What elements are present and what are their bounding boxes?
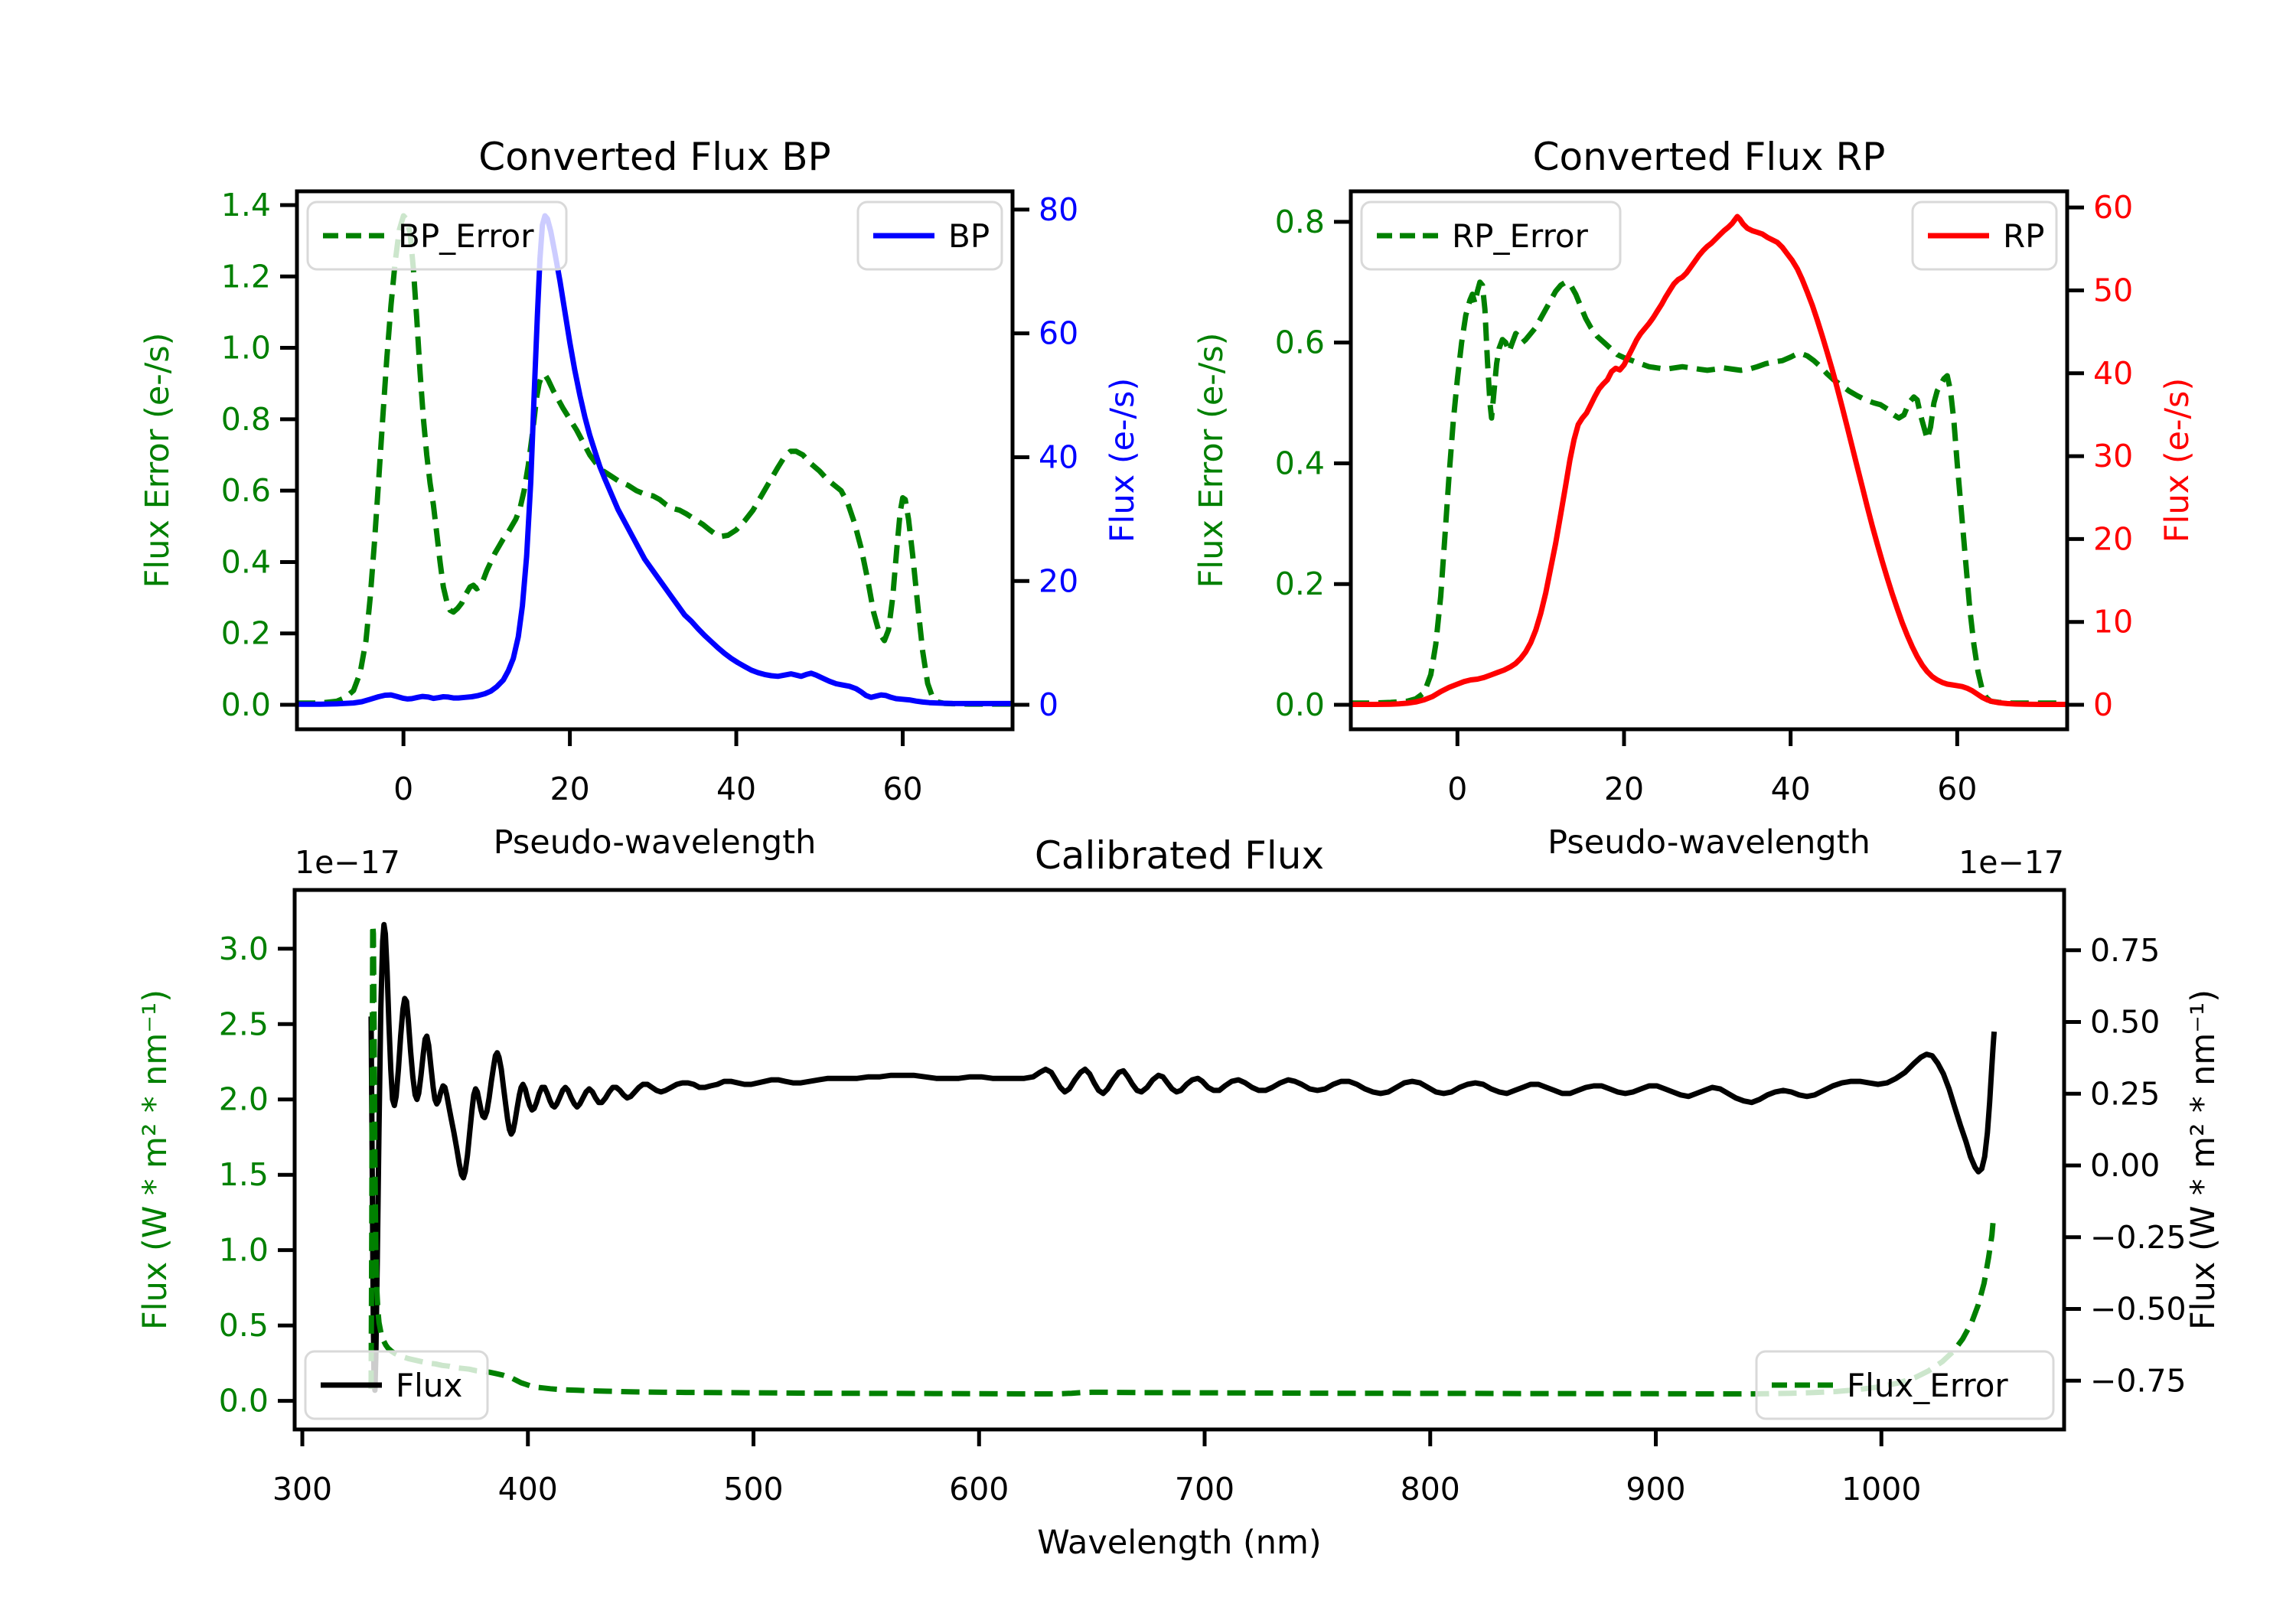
x-tick-label: 400 bbox=[498, 1471, 558, 1508]
y-tick-label-right: 20 bbox=[1039, 562, 1078, 599]
y-tick-label-right: 30 bbox=[2093, 438, 2133, 474]
x-axis-label: Wavelength (nm) bbox=[1037, 1524, 1321, 1562]
axes-spines bbox=[295, 189, 1015, 732]
x-tick-label: 40 bbox=[716, 771, 756, 807]
x-tick-label: 40 bbox=[1771, 771, 1811, 807]
legend-label: Flux_Error bbox=[1847, 1367, 2008, 1404]
y-tick-label-right: 10 bbox=[2093, 604, 2133, 641]
y-tick-label-right: 0 bbox=[1039, 686, 1058, 723]
x-tick-label: 20 bbox=[550, 771, 590, 807]
series-Flux bbox=[368, 921, 1998, 1393]
x-tick-label: 60 bbox=[1937, 771, 1977, 807]
y-tick-label-left: 1.2 bbox=[221, 258, 271, 295]
legend-label: BP bbox=[948, 217, 990, 255]
x-tick-label: 0 bbox=[393, 771, 413, 807]
legend-box bbox=[304, 1350, 489, 1420]
x-tick-label: 900 bbox=[1626, 1471, 1685, 1508]
chart-title: Calibrated Flux bbox=[1035, 833, 1324, 878]
y-tick-label-right: −0.75 bbox=[2090, 1362, 2187, 1399]
legend-RP: RP bbox=[1911, 200, 2058, 271]
y-axis-label-right: Flux (e-/s) bbox=[2158, 378, 2197, 543]
legend-label: BP_Error bbox=[398, 217, 534, 255]
x-tick-label: 600 bbox=[949, 1471, 1009, 1508]
y-tick-label-right: 40 bbox=[1039, 438, 1078, 475]
y-tick-label-right: 80 bbox=[1039, 191, 1078, 228]
legend-box bbox=[1755, 1350, 2055, 1420]
y-tick-label-left: 0.2 bbox=[1275, 566, 1325, 602]
axes-spines bbox=[1349, 189, 2069, 732]
y-axis-label-left: Flux Error (e-/s) bbox=[1192, 333, 1231, 588]
offset-text-left: 1e−17 bbox=[295, 844, 400, 881]
y-tick-label-right: 0.50 bbox=[2090, 1004, 2160, 1041]
chart-2: 300 400 500 600 700 800 900 1000 0.0 0.5 1.0 1.5 2.0… bbox=[136, 833, 2223, 1562]
y-tick-label-left: 0.0 bbox=[219, 1383, 269, 1420]
y-tick-label-right: 60 bbox=[2093, 189, 2133, 226]
y-tick-label-left: 0.0 bbox=[221, 686, 271, 723]
legend-BP: BP bbox=[856, 200, 1003, 271]
y-tick-label-right: 0.00 bbox=[2090, 1147, 2160, 1184]
y-axis-label-right: Flux (W * m² * nm⁻¹) bbox=[2184, 989, 2223, 1330]
y-tick-label-left: 2.0 bbox=[219, 1081, 269, 1118]
x-tick-label: 0 bbox=[1447, 771, 1467, 807]
y-tick-label-right: 0.25 bbox=[2090, 1075, 2160, 1112]
legend-label: Flux bbox=[396, 1367, 462, 1404]
y-axis-label-left: Flux (W * m² * nm⁻¹) bbox=[136, 989, 174, 1330]
series-RP_Error bbox=[1351, 279, 2066, 706]
x-tick-label: 60 bbox=[882, 771, 922, 807]
legend-box bbox=[306, 200, 568, 271]
y-tick-label-right: 0 bbox=[2093, 686, 2113, 723]
legend-BP_Error: BP_Error bbox=[306, 200, 568, 271]
x-tick-label: 20 bbox=[1604, 771, 1644, 807]
series-BP bbox=[297, 213, 1011, 707]
y-tick-label-left: 0.6 bbox=[221, 472, 271, 509]
x-tick-label: 1000 bbox=[1841, 1471, 1921, 1508]
y-tick-label-right: 60 bbox=[1039, 315, 1078, 352]
y-tick-label-left: 1.4 bbox=[221, 187, 271, 223]
x-tick-label: 800 bbox=[1401, 1471, 1460, 1508]
legend-label: RP_Error bbox=[1452, 217, 1589, 255]
y-tick-label-left: 1.0 bbox=[221, 330, 271, 367]
series-RP bbox=[1351, 214, 2066, 707]
x-axis-label: Pseudo-wavelength bbox=[494, 823, 817, 862]
y-tick-label-left: 3.0 bbox=[219, 931, 269, 967]
chart-1: 0 20 40 60 0.0 0.2 0.4 0.6 0.8 0 10 20 30 40 50 60 Conve… bbox=[1192, 135, 2197, 862]
series-BP_Error bbox=[297, 213, 1011, 707]
y-tick-label-left: 0.8 bbox=[221, 401, 271, 438]
series-Flux_Error bbox=[368, 921, 1996, 1397]
y-tick-label-right: 40 bbox=[2093, 355, 2133, 392]
y-tick-label-left: 0.2 bbox=[221, 615, 271, 652]
axes-spines bbox=[292, 888, 2066, 1432]
legend-Flux: Flux bbox=[304, 1350, 489, 1420]
y-tick-label-left: 1.5 bbox=[219, 1156, 269, 1193]
y-tick-label-right: 0.75 bbox=[2090, 932, 2160, 969]
y-tick-label-left: 0.8 bbox=[1275, 204, 1325, 240]
legend-label: RP bbox=[2003, 217, 2045, 255]
legend-box bbox=[1360, 200, 1622, 271]
x-tick-label: 300 bbox=[272, 1471, 332, 1508]
y-tick-label-left: 0.5 bbox=[219, 1307, 269, 1344]
y-tick-label-left: 2.5 bbox=[219, 1006, 269, 1042]
y-axis-label-right: Flux (e-/s) bbox=[1104, 378, 1142, 543]
offset-text-right: 1e−17 bbox=[1958, 844, 2064, 881]
y-tick-label-left: 0.4 bbox=[1275, 445, 1325, 481]
chart-title: Converted Flux RP bbox=[1533, 135, 1886, 179]
y-tick-label-right: −0.25 bbox=[2090, 1219, 2187, 1256]
legend-RP_Error: RP_Error bbox=[1360, 200, 1622, 271]
x-tick-label: 500 bbox=[723, 1471, 783, 1508]
y-tick-label-left: 1.0 bbox=[219, 1232, 269, 1269]
y-tick-label-right: 50 bbox=[2093, 272, 2133, 308]
y-tick-label-left: 0.6 bbox=[1275, 324, 1325, 361]
y-tick-label-right: 20 bbox=[2093, 520, 2133, 557]
y-tick-label-left: 0.4 bbox=[221, 543, 271, 580]
legend-Flux_Error: Flux_Error bbox=[1755, 1350, 2055, 1420]
y-tick-label-left: 0.0 bbox=[1275, 686, 1325, 723]
chart-title: Converted Flux BP bbox=[478, 135, 830, 179]
y-tick-label-right: −0.50 bbox=[2090, 1291, 2187, 1328]
x-tick-label: 700 bbox=[1175, 1471, 1234, 1508]
x-axis-label: Pseudo-wavelength bbox=[1548, 823, 1870, 862]
y-axis-label-left: Flux Error (e-/s) bbox=[139, 333, 177, 588]
chart-0: 0 20 40 60 0.0 0.2 0.4 0.6 0.8 1.0 1.2 1.4 0 20 40 60 80… bbox=[139, 135, 1142, 862]
